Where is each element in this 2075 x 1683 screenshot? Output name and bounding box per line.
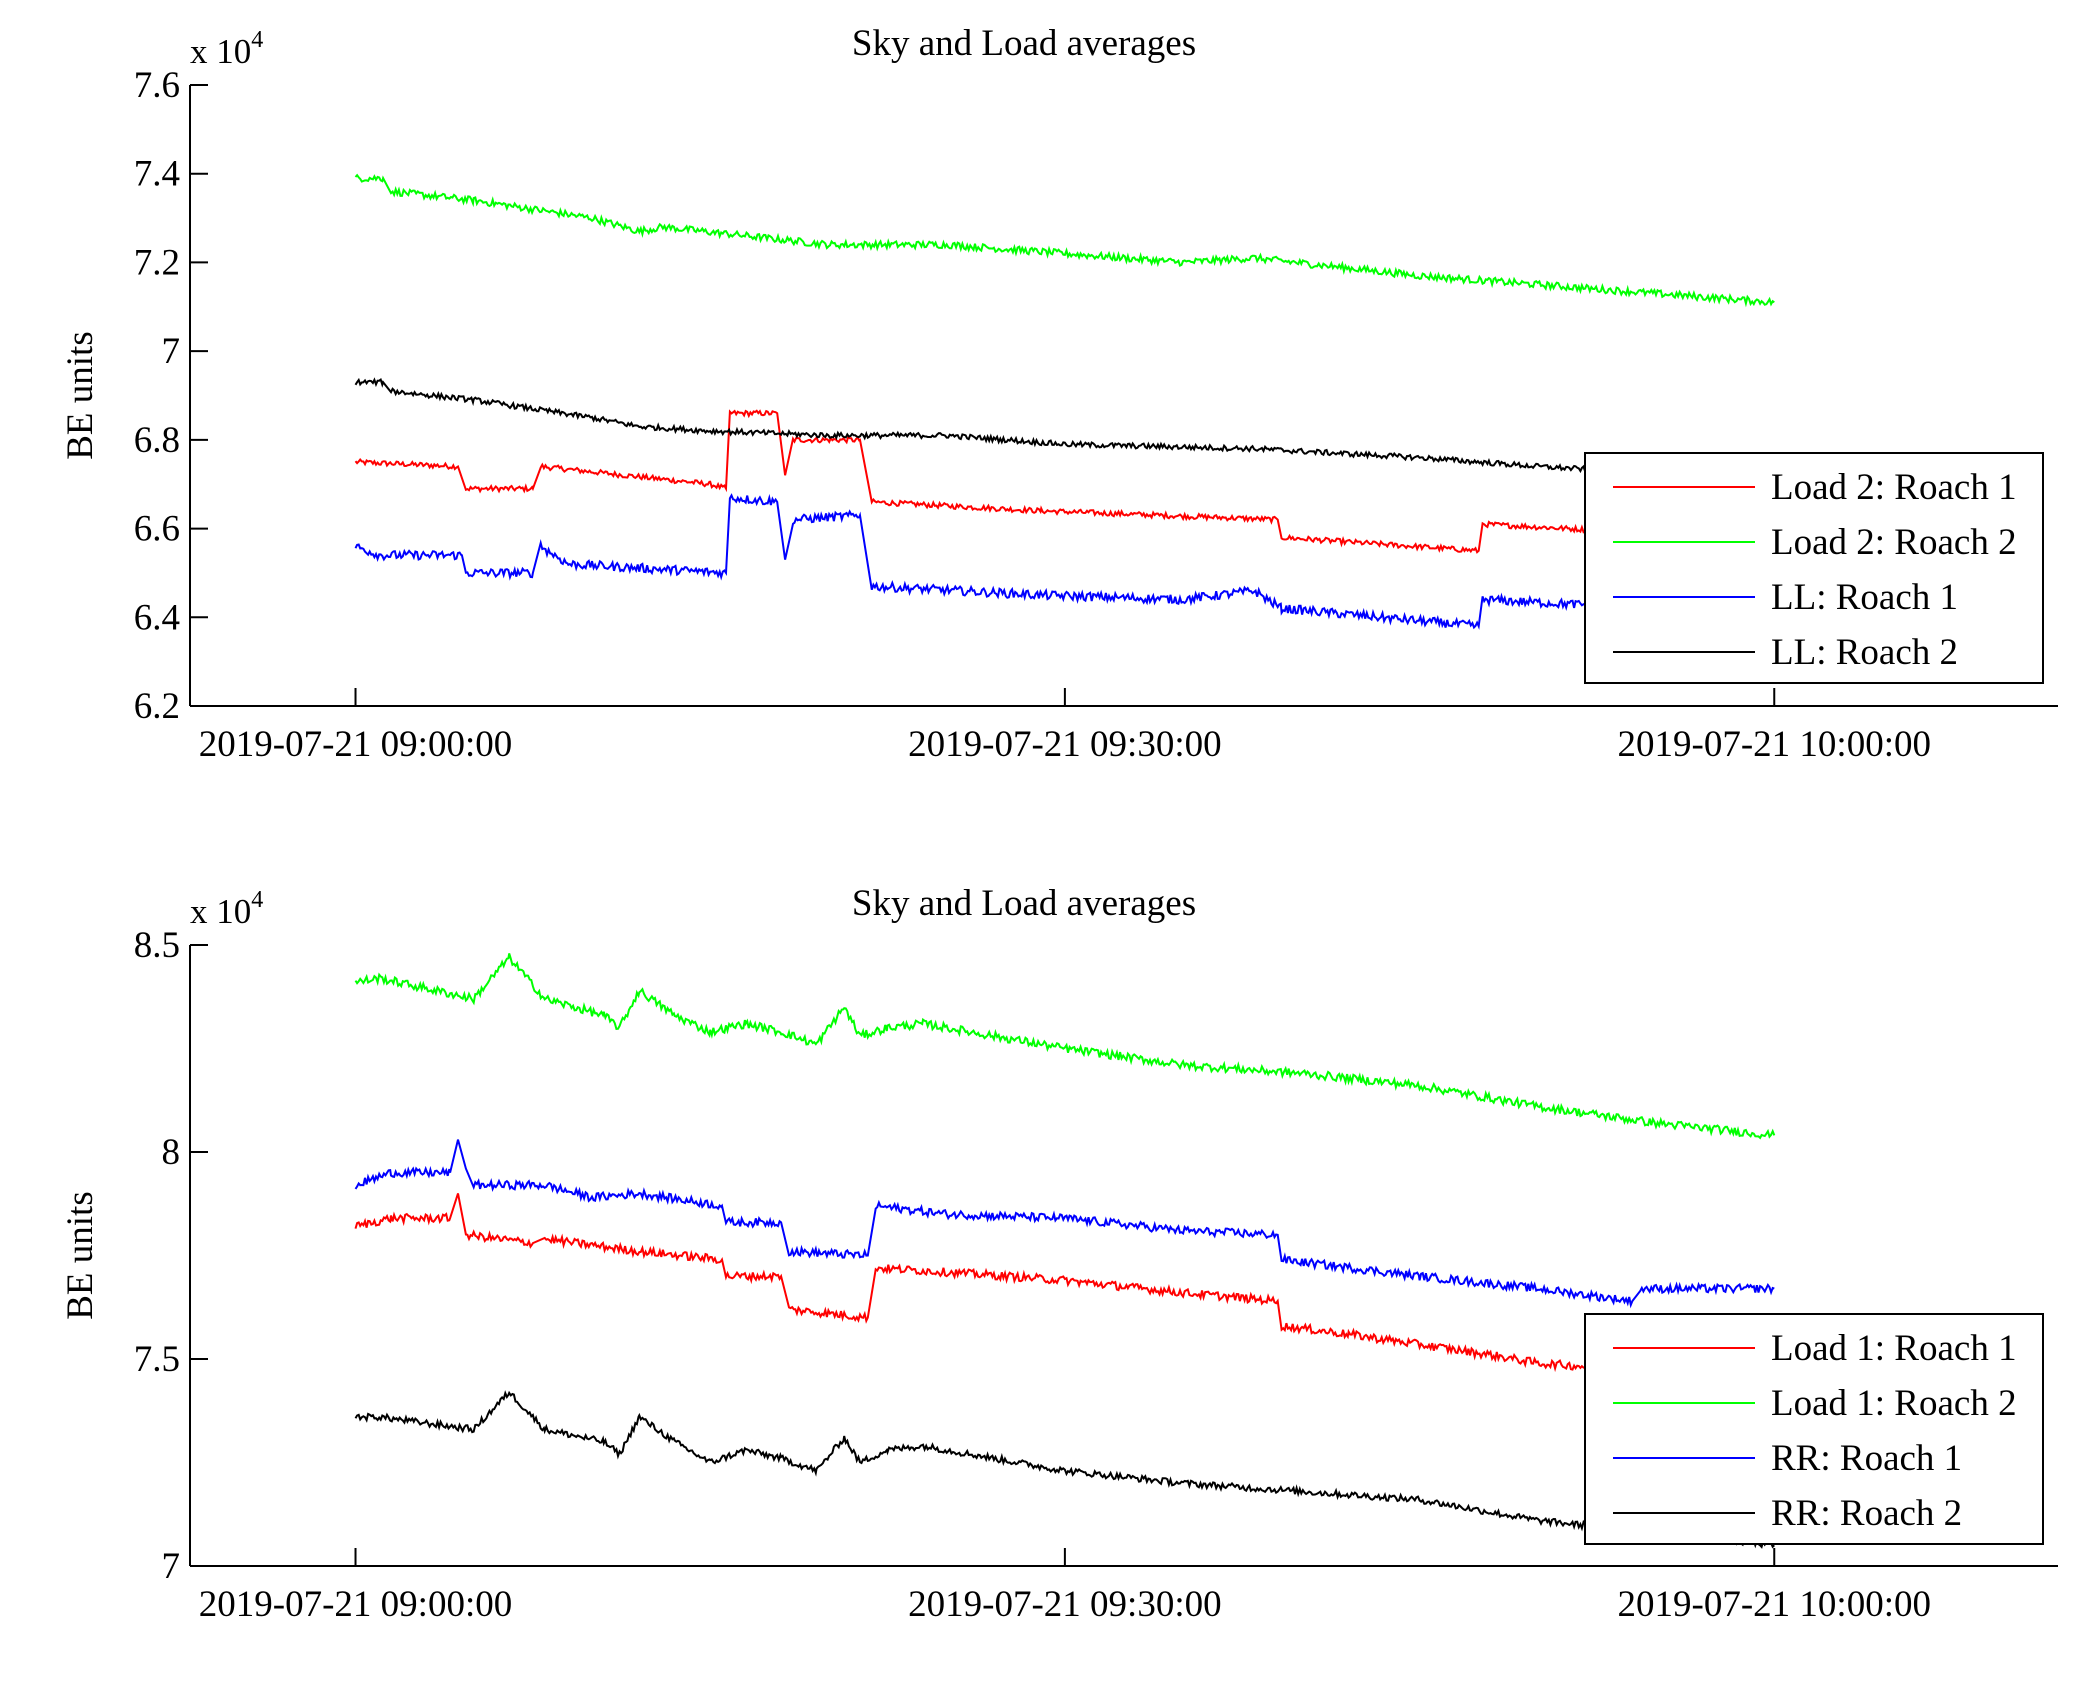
y-tick-label: 6.6 [134,509,180,550]
chart-panel-1: Sky and Load averages x 104 BE units 6.2 6.4… [60,23,2058,765]
y-multiplier-label: x 104 [190,27,263,71]
x-tick-label: 2019-07-21 10:00:00 [1618,1584,1931,1625]
legend-entry-label: Load 2: Roach 2 [1771,522,2017,563]
y-tick-label: 7.2 [134,242,180,283]
y-tick-label: 6.4 [134,597,180,638]
y-tick-label: 8.5 [134,925,180,966]
y-multiplier-exponent: 4 [251,887,263,913]
series-line-rr-roach-1 [354,1139,1775,1309]
series-line-rr-roach-2 [354,1390,1775,1549]
y-tick-label: 6.2 [134,686,180,727]
legend-box [1584,1313,2044,1545]
chart-title: Sky and Load averages [852,23,1196,64]
legend-entry-label: LL: Roach 1 [1771,577,1958,618]
x-tick-label: 2019-07-21 09:30:00 [908,1584,1221,1625]
y-multiplier-label: x 104 [190,887,263,931]
y-axis-label: BE units [60,331,101,460]
legend-entry-label: Load 2: Roach 1 [1771,467,2017,508]
legend: Load 1: Roach 1 Load 1: Roach 2 RR: Roach … [1584,1313,2044,1545]
series-line-load-2-roach-2 [354,173,1775,308]
legend: Load 2: Roach 1 Load 2: Roach 2 LL: Roach … [1584,452,2044,684]
x-tick-label: 2019-07-21 09:30:00 [908,724,1221,765]
chart-panel-2: Sky and Load averages x 104 BE units 7 7.5 8 8… [60,883,2058,1625]
series-line-load-1-roach-2 [354,953,1776,1140]
y-multiplier-base: x 10 [190,32,251,71]
legend-entry-label: Load 1: Roach 2 [1771,1383,2017,1424]
legend-entry-label: Load 1: Roach 1 [1771,1328,2017,1369]
legend-entry-label: LL: Roach 2 [1771,632,1958,673]
y-multiplier-exponent: 4 [251,27,263,53]
legend-box [1584,452,2044,684]
y-tick-label: 8 [162,1132,181,1173]
y-tick-label: 7 [162,331,181,372]
y-multiplier-base: x 10 [190,892,251,931]
y-tick-label: 6.8 [134,420,180,461]
series-line-load-1-roach-1 [354,1193,1775,1386]
legend-entry-label: RR: Roach 1 [1771,1438,1962,1479]
series-line-ll-roach-2 [354,377,1776,485]
series-line-load-2-roach-1 [354,409,1776,554]
y-tick-label: 7.5 [134,1339,180,1380]
x-tick-label: 2019-07-21 10:00:00 [1618,724,1931,765]
x-tick-label: 2019-07-21 09:00:00 [199,724,512,765]
y-tick-label: 7 [162,1546,181,1587]
y-tick-label: 7.4 [134,154,180,195]
x-tick-label: 2019-07-21 09:00:00 [199,1584,512,1625]
y-tick-label: 7.6 [134,65,180,106]
legend-entry-label: RR: Roach 2 [1771,1493,1962,1534]
series-line-ll-roach-1 [354,493,1776,630]
y-axis-label: BE units [60,1191,101,1320]
chart-title: Sky and Load averages [852,883,1196,924]
